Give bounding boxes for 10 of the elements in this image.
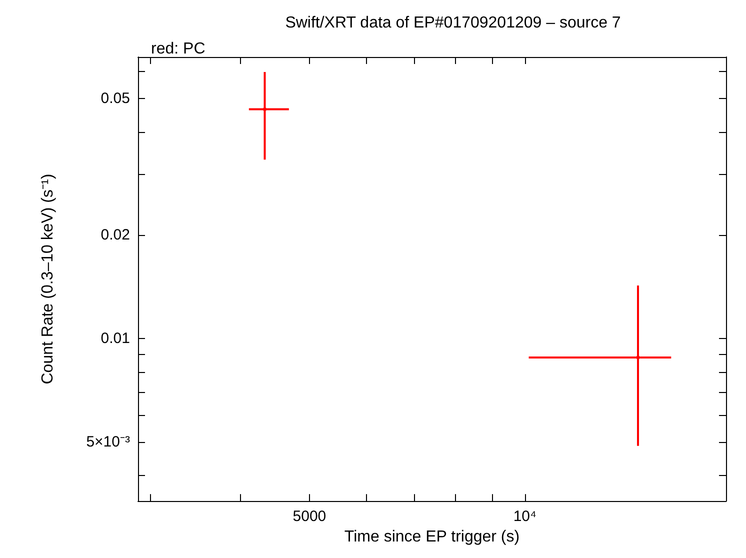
x-axis-title: Time since EP trigger (s) [344, 528, 520, 546]
chart-subtitle: red: PC [151, 40, 206, 58]
y-axis-title: Count Rate (0.3–10 keV) (s⁻¹) [40, 174, 56, 384]
y-tick-label: 5×10⁻³ [86, 434, 130, 451]
y-tick-label: 0.05 [100, 90, 130, 107]
x-tick-label: 10⁴ [513, 508, 536, 526]
x-tick-label: 5000 [292, 508, 326, 526]
y-tick-label: 0.01 [100, 330, 130, 348]
chart-title: Swift/XRT data of EP#01709201209 – source 7 [285, 14, 621, 32]
y-tick-label: 0.02 [100, 226, 130, 244]
